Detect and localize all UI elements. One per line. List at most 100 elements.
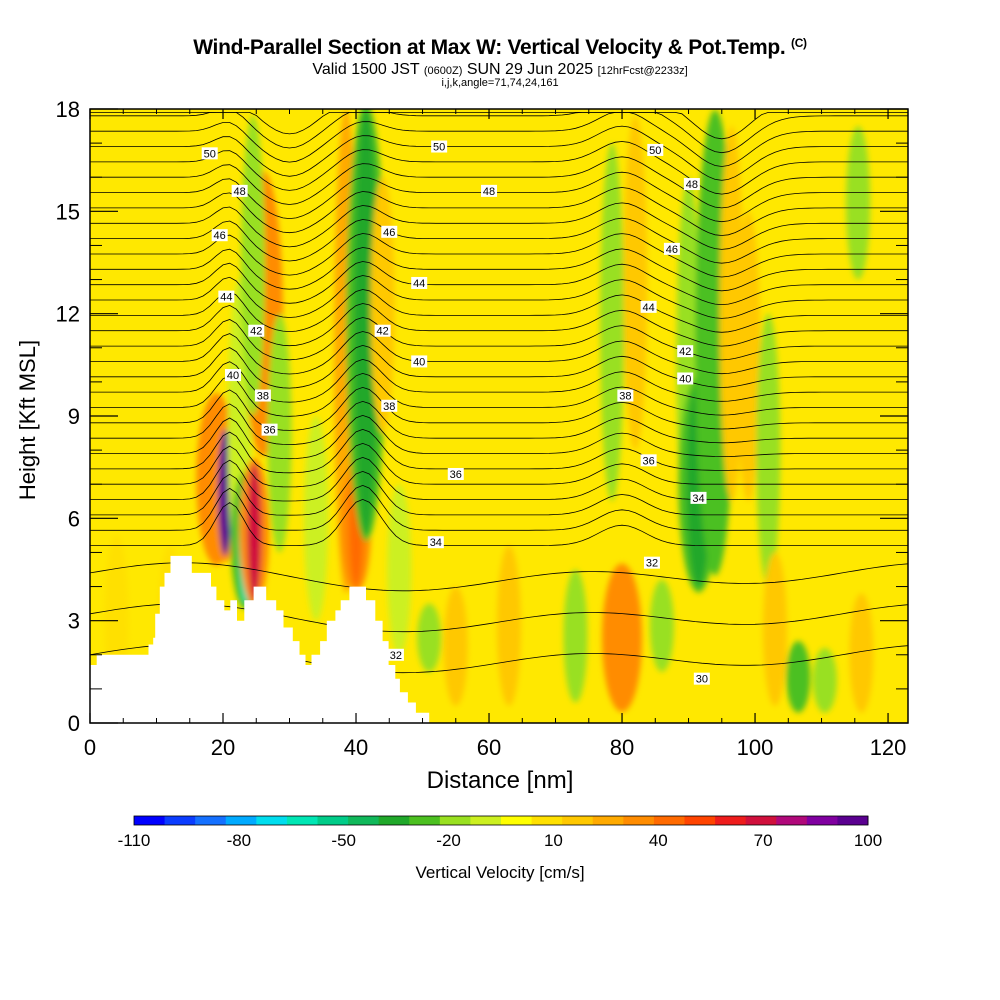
valid-date: SUN 29 Jun 2025 [466, 61, 594, 78]
colorbar-swatch [378, 816, 410, 825]
contour-label: 30 [696, 674, 708, 686]
colorbar-swatch [776, 816, 808, 825]
contour-label-bg [647, 143, 664, 156]
contour-label-bg [683, 178, 700, 191]
x-tick-label: 40 [344, 735, 368, 760]
contour-label: 48 [234, 186, 246, 198]
velocity-cell [849, 593, 874, 713]
contour-label: 46 [383, 227, 395, 239]
contour-label: 36 [263, 425, 275, 437]
colorbar-swatch [531, 816, 563, 825]
contour-label-bg [381, 399, 398, 412]
theta-contour-line [90, 603, 908, 633]
copyright-mark: (C) [791, 36, 807, 50]
velocity-cell [240, 115, 265, 417]
contour-label: 42 [679, 346, 691, 358]
y-tick-label: 0 [68, 711, 80, 736]
colorbar-swatch [164, 816, 196, 825]
colorbar-swatch [715, 816, 747, 825]
colorbar-swatch [470, 816, 502, 825]
colorbar-tick-label: -80 [227, 831, 252, 850]
theta-contour-line [90, 442, 908, 488]
contour-label-bg [481, 184, 498, 197]
contour-label-bg [387, 648, 404, 661]
theta-contour-line [90, 112, 908, 167]
colorbar-swatch [806, 816, 838, 825]
contour-label-bg [431, 140, 448, 153]
colorbar-tick-label: -50 [331, 831, 356, 850]
colorbar-swatch [286, 816, 318, 825]
velocity-cell [353, 109, 378, 536]
contour-label-bg [677, 372, 694, 385]
theta-contour-line [90, 386, 908, 431]
grid-params: i,j,k,angle=71,74,24,161 [441, 77, 559, 89]
colorbar-tick-label: 100 [854, 831, 882, 850]
theta-contour-line [90, 156, 908, 209]
contour-label-bg [231, 184, 248, 197]
colorbar: -110 -80 -50 -20 10 40 70 100 [118, 815, 882, 850]
theta-contour-line [90, 217, 908, 264]
contour-label: 38 [257, 391, 269, 403]
contour-label: 42 [376, 326, 388, 338]
colorbar-tick-label: 70 [754, 831, 773, 850]
contour-label-bg [677, 345, 694, 358]
contour-label-bg [617, 389, 634, 402]
theta-contour-line [90, 317, 908, 361]
contour-label-bg [218, 290, 235, 303]
contour-label-bg [411, 276, 428, 289]
y-tick-label: 15 [56, 199, 80, 224]
contour-label: 38 [383, 401, 395, 413]
contour-label-bg [663, 242, 680, 255]
y-tick-label: 12 [56, 302, 80, 327]
theta-contour-line [90, 358, 908, 403]
theta-contour-line [90, 470, 908, 516]
theta-contour-labels: 50 50 50 48 48 48 46 46 46 44 44 44 42 42 42 40 40 40 38 38… [201, 140, 710, 686]
contour-label-bg [201, 147, 218, 160]
theta-contour-line [90, 187, 908, 236]
colorbar-swatch [623, 816, 655, 825]
contour-label: 46 [666, 244, 678, 256]
theta-contour-line [90, 484, 908, 531]
contour-label: 44 [220, 292, 232, 304]
velocity-cell [304, 415, 329, 621]
theta-contour-line [90, 247, 908, 292]
contour-label-bg [693, 672, 710, 685]
x-tick-label: 60 [477, 735, 501, 760]
theta-contour-line [90, 400, 908, 446]
contour-label: 50 [204, 148, 216, 160]
velocity-cell [600, 143, 625, 502]
contour-label: 32 [390, 650, 402, 662]
contour-label-bg [640, 300, 657, 313]
contour-label-bg [690, 491, 707, 504]
velocity-cell [496, 545, 521, 706]
contour-label-bg [381, 225, 398, 238]
theta-contour-line [90, 141, 908, 195]
contour-label: 40 [227, 370, 239, 382]
contour-label: 42 [250, 326, 262, 338]
velocity-cell [762, 552, 787, 706]
theta-contour-line [90, 456, 908, 502]
colorbar-swatch [653, 816, 685, 825]
x-tick-label: 0 [84, 735, 96, 760]
contour-label: 48 [686, 179, 698, 191]
theta-contour-line [90, 112, 908, 140]
theta-contour-line [90, 171, 908, 223]
colorbar-swatch [501, 816, 533, 825]
velocity-cell [812, 647, 837, 713]
colorbar-swatch [562, 816, 594, 825]
contour-label-bg [411, 355, 428, 368]
chart-title: Wind-Parallel Section at Max W: Vertical… [0, 36, 1000, 60]
contour-label-bg [261, 423, 278, 436]
theta-contour-line [90, 428, 908, 474]
velocity-cell [443, 586, 468, 706]
y-tick-label: 9 [68, 404, 80, 429]
colorbar-swatch [409, 816, 441, 825]
y-tick-label: 6 [68, 506, 80, 531]
colorbar-frame [133, 815, 869, 826]
contour-label: 46 [214, 230, 226, 242]
valid-utc: (0600Z) [423, 65, 463, 77]
plot-area: 50 50 50 48 48 48 46 46 46 44 44 44 42 42 42 40 40 40 38 38… [90, 109, 908, 723]
colorbar-tick-label: 10 [544, 831, 563, 850]
